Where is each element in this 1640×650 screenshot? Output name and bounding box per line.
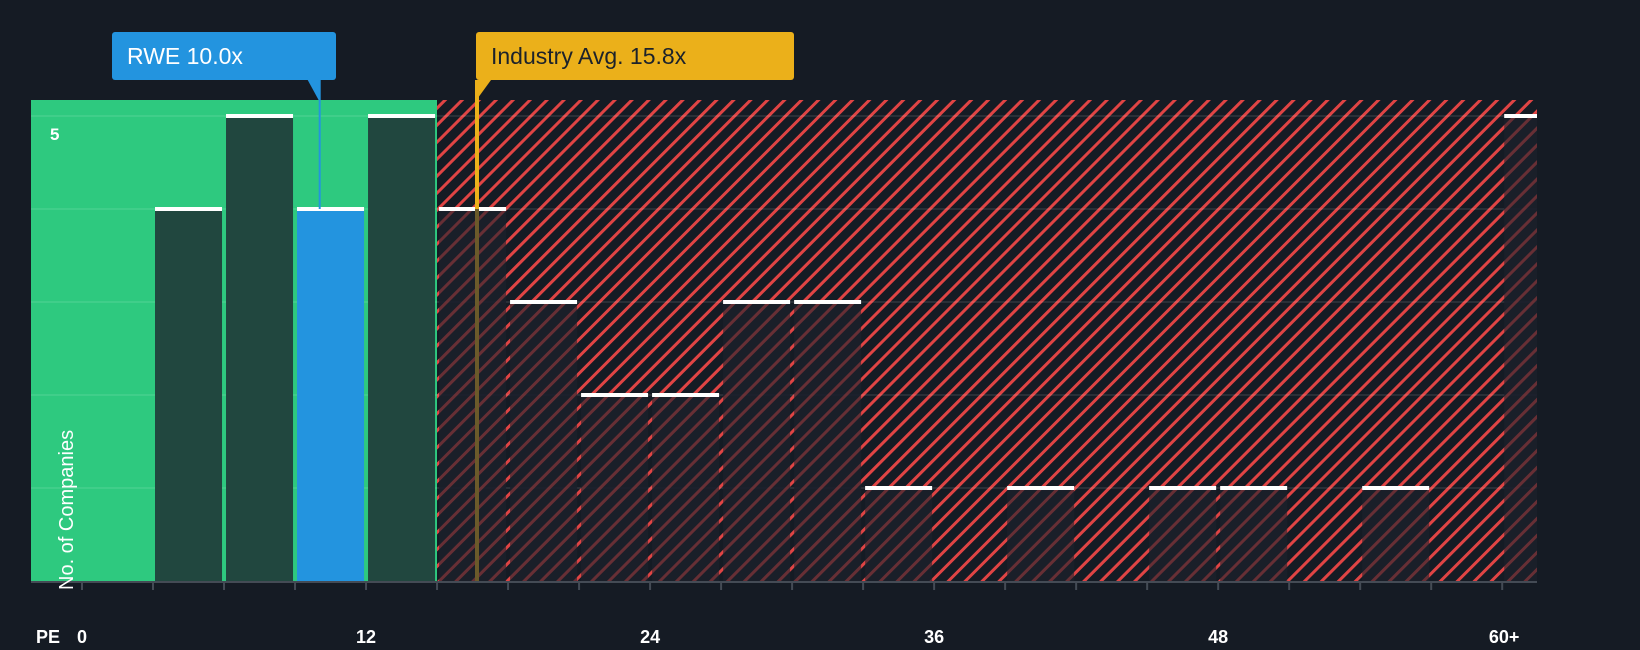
- industry-avg-callout: Industry Avg. 15.8x: [476, 32, 794, 80]
- x-axis-label: PE: [36, 627, 61, 647]
- bar-top-6-9: [226, 114, 294, 118]
- y-axis-label: No. of Companies: [56, 429, 78, 590]
- industry-callout-pointer: [475, 80, 491, 102]
- bars: [155, 114, 1537, 581]
- y-tick-5: 5: [50, 125, 60, 144]
- rwe-callout-pointer: [307, 80, 320, 102]
- x-tick-label: 24: [640, 627, 661, 647]
- bar-24-27: [652, 395, 720, 581]
- bar-6-9: [226, 116, 294, 581]
- x-tick-label: 60+: [1488, 627, 1520, 647]
- bar-top-12-15: [368, 114, 436, 118]
- x-tick-label: 36: [924, 627, 945, 647]
- bar-top-24-27: [652, 393, 720, 397]
- x-tick-label: 0: [76, 627, 88, 647]
- bar-33-36: [865, 488, 933, 581]
- bar-top-15-18: [439, 207, 507, 211]
- bar-top-21-24: [581, 393, 649, 397]
- bar-top-48-51: [1220, 486, 1288, 490]
- x-tick-label: 48: [1208, 627, 1229, 647]
- bar-top-45-48: [1149, 486, 1217, 490]
- bar-top-54-57: [1362, 486, 1430, 490]
- x-tick-label: 12: [356, 627, 377, 647]
- bar-12-15: [368, 116, 436, 581]
- x-axis: [31, 581, 1537, 590]
- bar-top-33-36: [865, 486, 933, 490]
- bar-60+: [1504, 116, 1537, 581]
- bar-45-48: [1149, 488, 1217, 581]
- bar-21-24: [581, 395, 649, 581]
- bar-9-12: [297, 209, 365, 581]
- bar-15-18: [439, 209, 507, 581]
- bar-54-57: [1362, 488, 1430, 581]
- bar-top-27-30: [723, 300, 791, 304]
- bar-3-6: [155, 209, 223, 581]
- bar-27-30: [723, 302, 791, 581]
- bar-39-42: [1007, 488, 1075, 581]
- rwe-callout: RWE 10.0x: [112, 32, 336, 80]
- bar-48-51: [1220, 488, 1288, 581]
- bar-18-21: [510, 302, 578, 581]
- bar-30-33: [794, 302, 862, 581]
- bar-top-30-33: [794, 300, 862, 304]
- bar-top-39-42: [1007, 486, 1075, 490]
- bar-top-18-21: [510, 300, 578, 304]
- bar-top-9-12: [297, 207, 365, 211]
- bar-top-3-6: [155, 207, 223, 211]
- markers: [307, 80, 491, 581]
- bar-top-60+: [1504, 114, 1537, 118]
